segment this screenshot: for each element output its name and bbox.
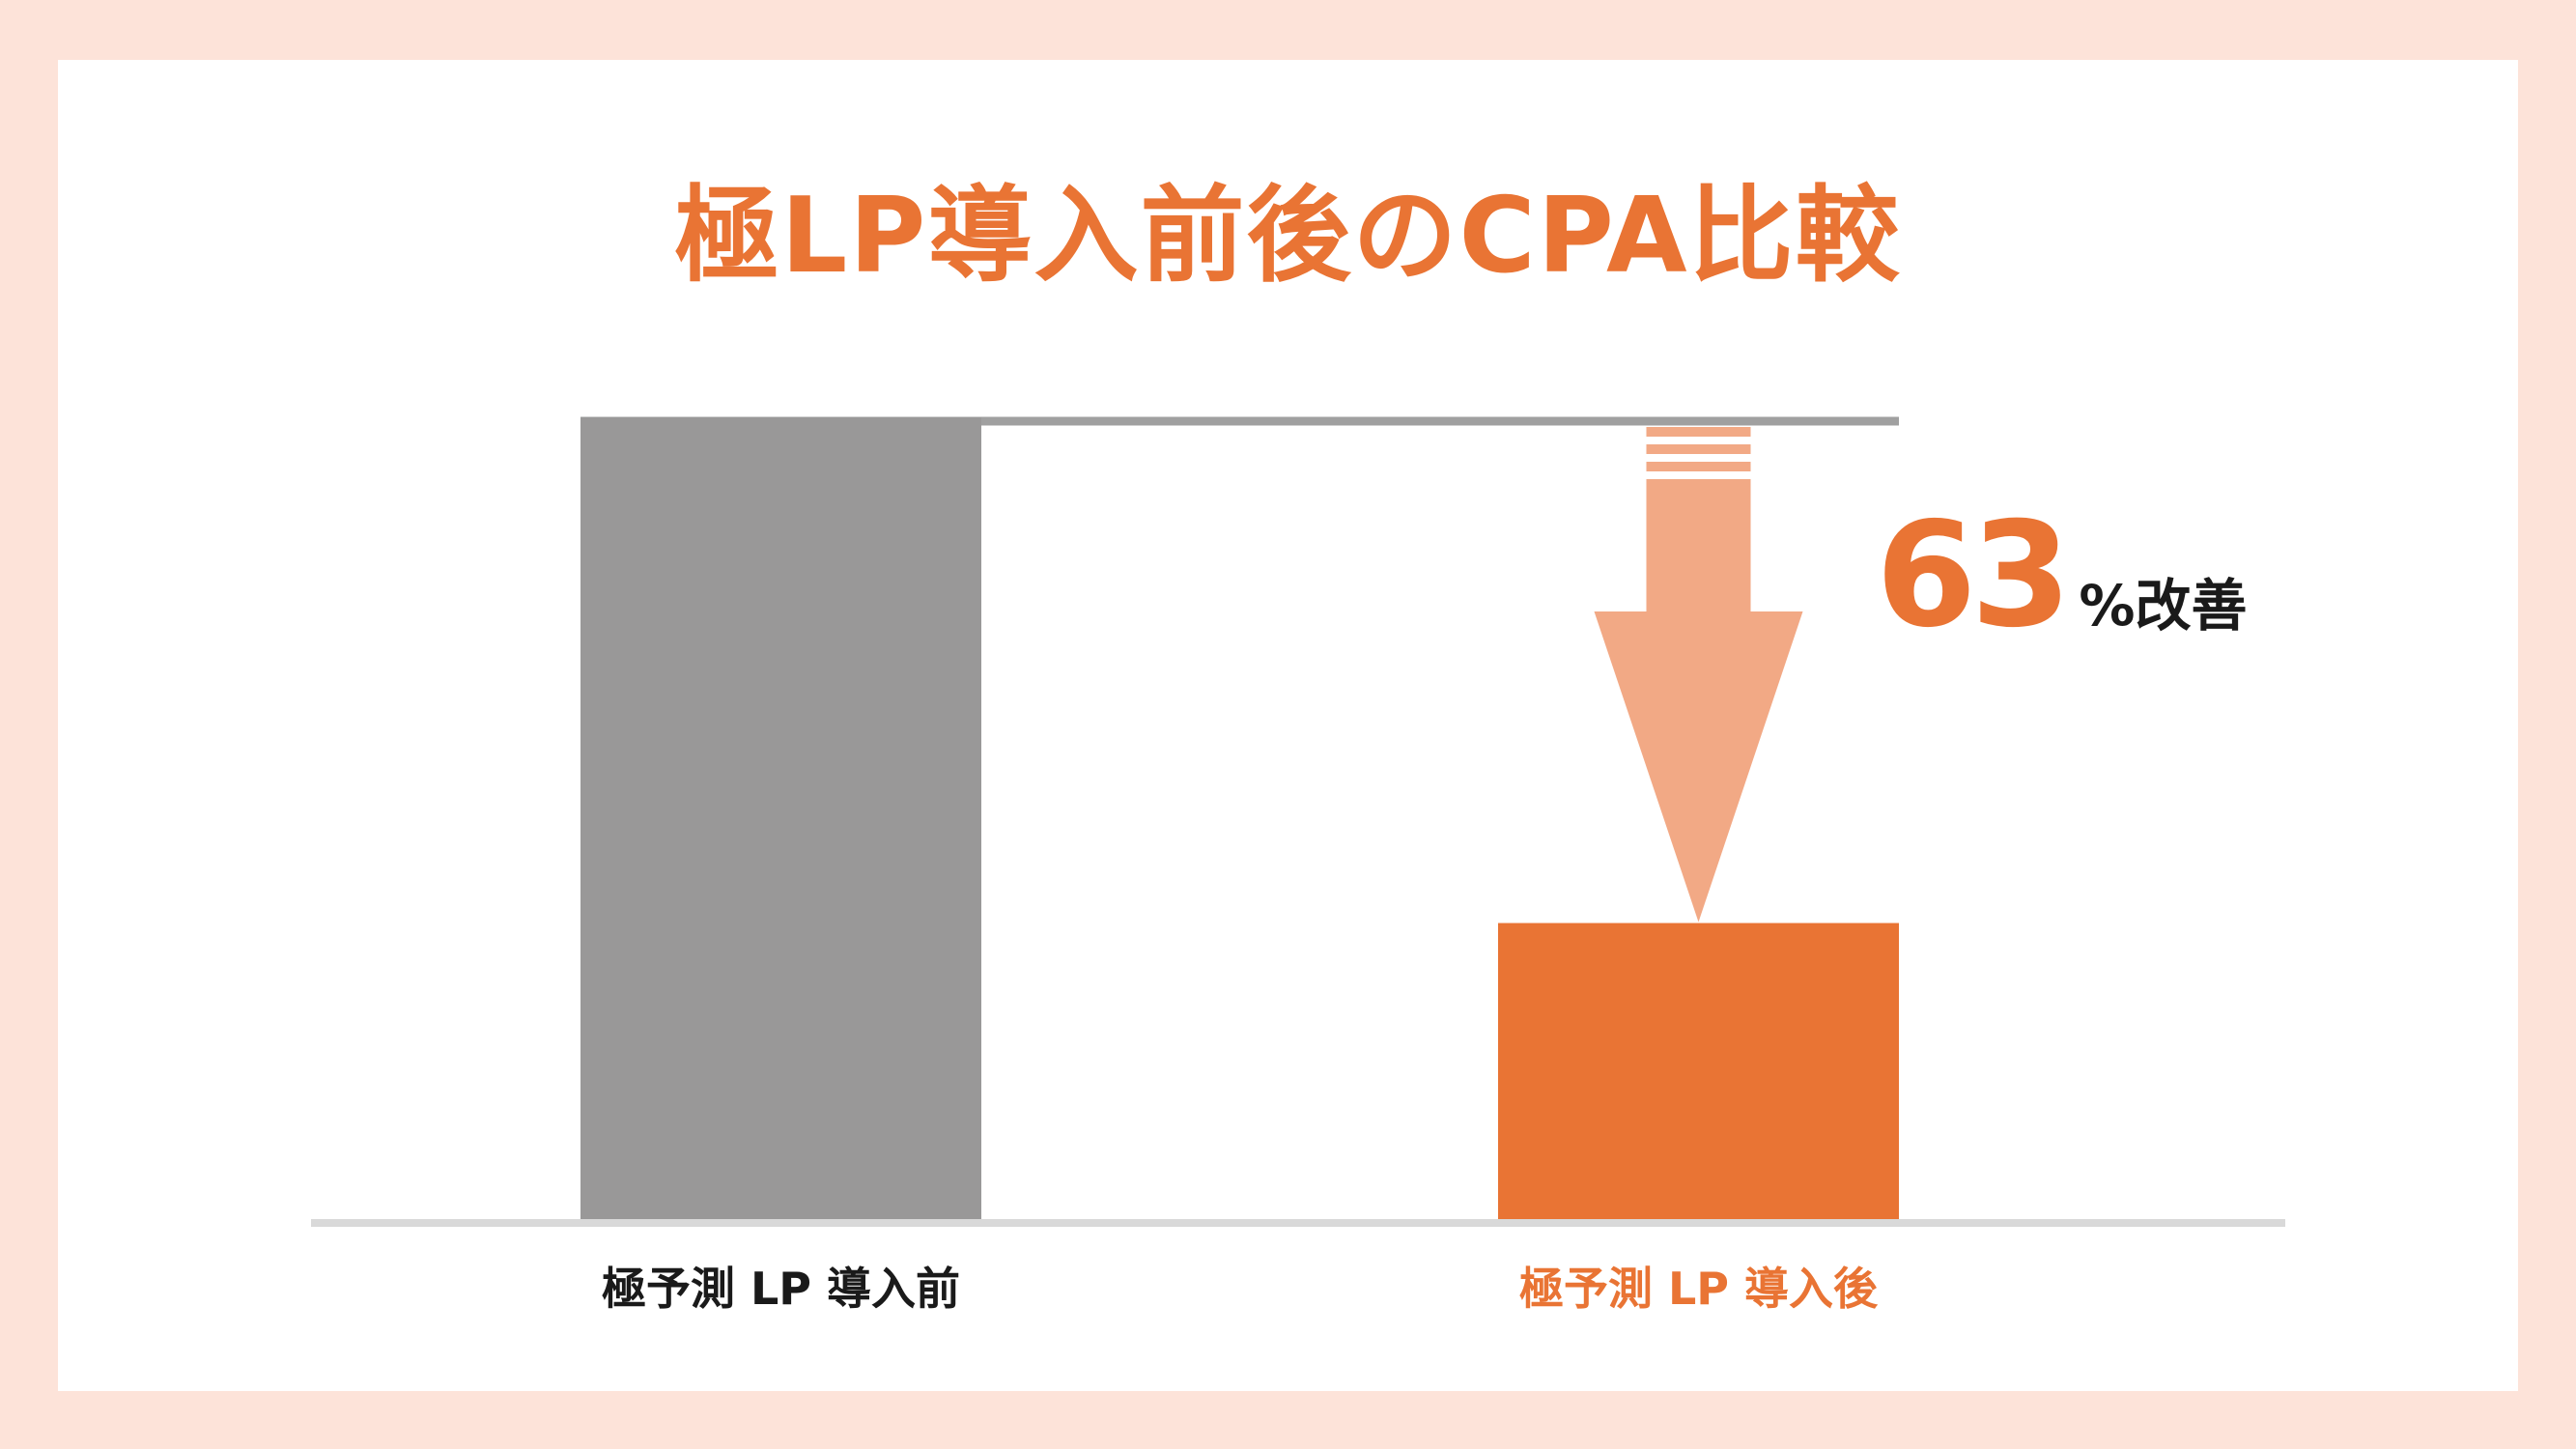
improvement-number: 63 <box>1876 492 2066 660</box>
chart-title: 極LP導入前後のCPA比較 <box>674 176 1902 297</box>
arrow-shaft <box>1646 479 1751 611</box>
arrow-head <box>1594 611 1803 923</box>
arrow-stripe <box>1646 444 1751 454</box>
arrow-stripe <box>1646 462 1751 471</box>
improvement-annotation: 63 %改善 <box>1876 492 2247 660</box>
chart-card <box>58 60 2518 1391</box>
bar-after <box>1498 923 1899 1220</box>
bar-before <box>580 417 981 1220</box>
arrow-stripe <box>1646 427 1751 437</box>
improvement-suffix: %改善 <box>2079 573 2247 639</box>
down-arrow-icon <box>1594 427 1803 923</box>
category-label-after: 極予測 LP 導入後 <box>1519 1263 1879 1315</box>
category-label-before: 極予測 LP 導入前 <box>602 1263 960 1315</box>
